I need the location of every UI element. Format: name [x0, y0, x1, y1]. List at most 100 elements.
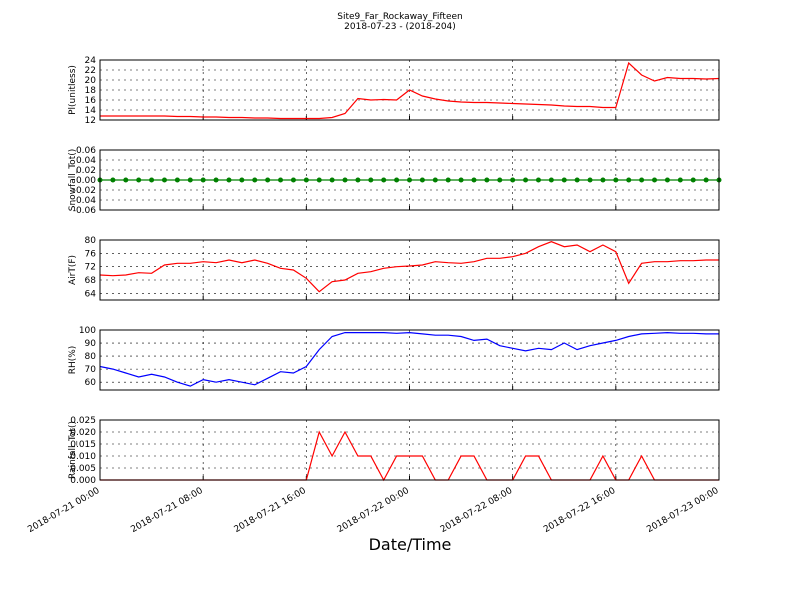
data-point [677, 177, 683, 183]
data-point [407, 177, 412, 183]
data-point [342, 177, 348, 183]
x-tick-label: 2018-07-22 16:00 [542, 486, 617, 535]
y-tick-label: 0.06 [76, 146, 96, 156]
plot-frame [99, 419, 720, 481]
data-point [600, 177, 606, 183]
y-tick-label: 80 [85, 352, 97, 362]
data-point [690, 177, 696, 183]
y-axis-label: AirT(F) [68, 255, 78, 285]
plot-frame [99, 59, 720, 121]
data-point [419, 177, 425, 183]
data-point [368, 177, 374, 183]
data-point [265, 177, 271, 183]
data-point [626, 177, 632, 183]
data-point [510, 177, 516, 183]
data-point [161, 177, 167, 183]
y-axis-label: Pl(unitless) [68, 65, 78, 115]
data-point [471, 177, 477, 183]
data-point [136, 177, 142, 183]
y-tick-label: 0.04 [76, 156, 96, 166]
figure-subtitle: 2018-07-23 - (2018-204) [344, 22, 456, 32]
data-point [174, 177, 180, 183]
y-tick-label: 72 [85, 263, 96, 273]
data-point [252, 177, 258, 183]
plot-frame [99, 149, 720, 211]
data-point [303, 177, 309, 183]
data-point [187, 177, 193, 183]
figure-title: Site9_Far_Rockaway_Fifteen [337, 12, 463, 22]
y-tick-label: 14 [85, 106, 97, 116]
y-tick-label: 80 [85, 236, 97, 246]
data-point [497, 177, 503, 183]
data-point [664, 177, 670, 183]
y-axis-label: Rainfall_Tot() [68, 421, 78, 479]
data-point [523, 177, 529, 183]
data-point [548, 177, 554, 183]
y-tick-label: 0.005 [70, 464, 96, 474]
data-point [535, 177, 541, 183]
y-tick-label: -0.04 [73, 196, 97, 206]
data-point [123, 177, 129, 183]
y-tick-label: 0.010 [70, 452, 96, 462]
y-tick-label: 90 [85, 339, 97, 349]
data-line [99, 241, 719, 293]
plot-frame [99, 239, 720, 301]
data-point [355, 177, 361, 183]
data-point [278, 177, 284, 183]
x-tick-label: 2018-07-22 08:00 [439, 486, 514, 535]
data-point [458, 177, 464, 183]
y-tick-label: -0.02 [73, 186, 96, 196]
y-tick-label: 12 [85, 116, 96, 126]
y-tick-label: 0.020 [70, 428, 96, 438]
data-point [149, 177, 155, 183]
x-tick-label: 2018-07-22 00:00 [336, 486, 411, 535]
x-axis-label: Date/Time [369, 535, 452, 554]
data-point [484, 177, 490, 183]
y-tick-label: 68 [85, 276, 97, 286]
y-tick-label: 16 [85, 96, 97, 106]
y-tick-label: 60 [85, 378, 97, 388]
data-point [613, 177, 619, 183]
data-point [213, 177, 219, 183]
y-tick-label: 100 [79, 326, 96, 336]
data-point [587, 177, 593, 183]
data-line [99, 331, 719, 387]
y-tick-label: 24 [85, 56, 97, 66]
data-point [239, 177, 245, 183]
y-tick-label: -0.06 [73, 206, 97, 216]
y-tick-label: 20 [85, 76, 97, 86]
plot-frame [99, 329, 720, 391]
x-tick-label: 2018-07-21 08:00 [129, 486, 204, 535]
y-tick-label: 70 [85, 365, 97, 375]
data-point [652, 177, 658, 183]
data-point [703, 177, 709, 183]
data-point [290, 177, 296, 183]
x-tick-label: 2018-07-21 16:00 [233, 486, 308, 535]
y-tick-label: 22 [85, 66, 96, 76]
y-tick-label: 76 [85, 249, 97, 259]
data-point [445, 177, 451, 183]
data-point [432, 177, 438, 183]
data-point [110, 177, 116, 183]
data-point [329, 177, 335, 183]
data-point [200, 177, 206, 183]
y-tick-label: 0.02 [76, 166, 96, 176]
data-point [639, 177, 645, 183]
y-tick-label: 0.00 [76, 176, 96, 186]
y-tick-label: 18 [85, 86, 97, 96]
y-axis-label: RH(%) [68, 346, 78, 375]
y-tick-label: 0.025 [70, 416, 96, 426]
x-tick-label: 2018-07-21 00:00 [26, 486, 101, 535]
y-tick-label: 0.000 [70, 476, 96, 486]
x-tick-label: 2018-07-23 00:00 [645, 486, 720, 535]
data-line [100, 61, 720, 120]
y-tick-label: 0.015 [70, 440, 96, 450]
data-point [226, 177, 232, 183]
y-tick-label: 64 [85, 289, 97, 299]
data-point [574, 177, 580, 183]
data-point [561, 177, 567, 183]
data-point [381, 177, 387, 183]
data-point [394, 177, 400, 183]
data-point [316, 177, 322, 183]
